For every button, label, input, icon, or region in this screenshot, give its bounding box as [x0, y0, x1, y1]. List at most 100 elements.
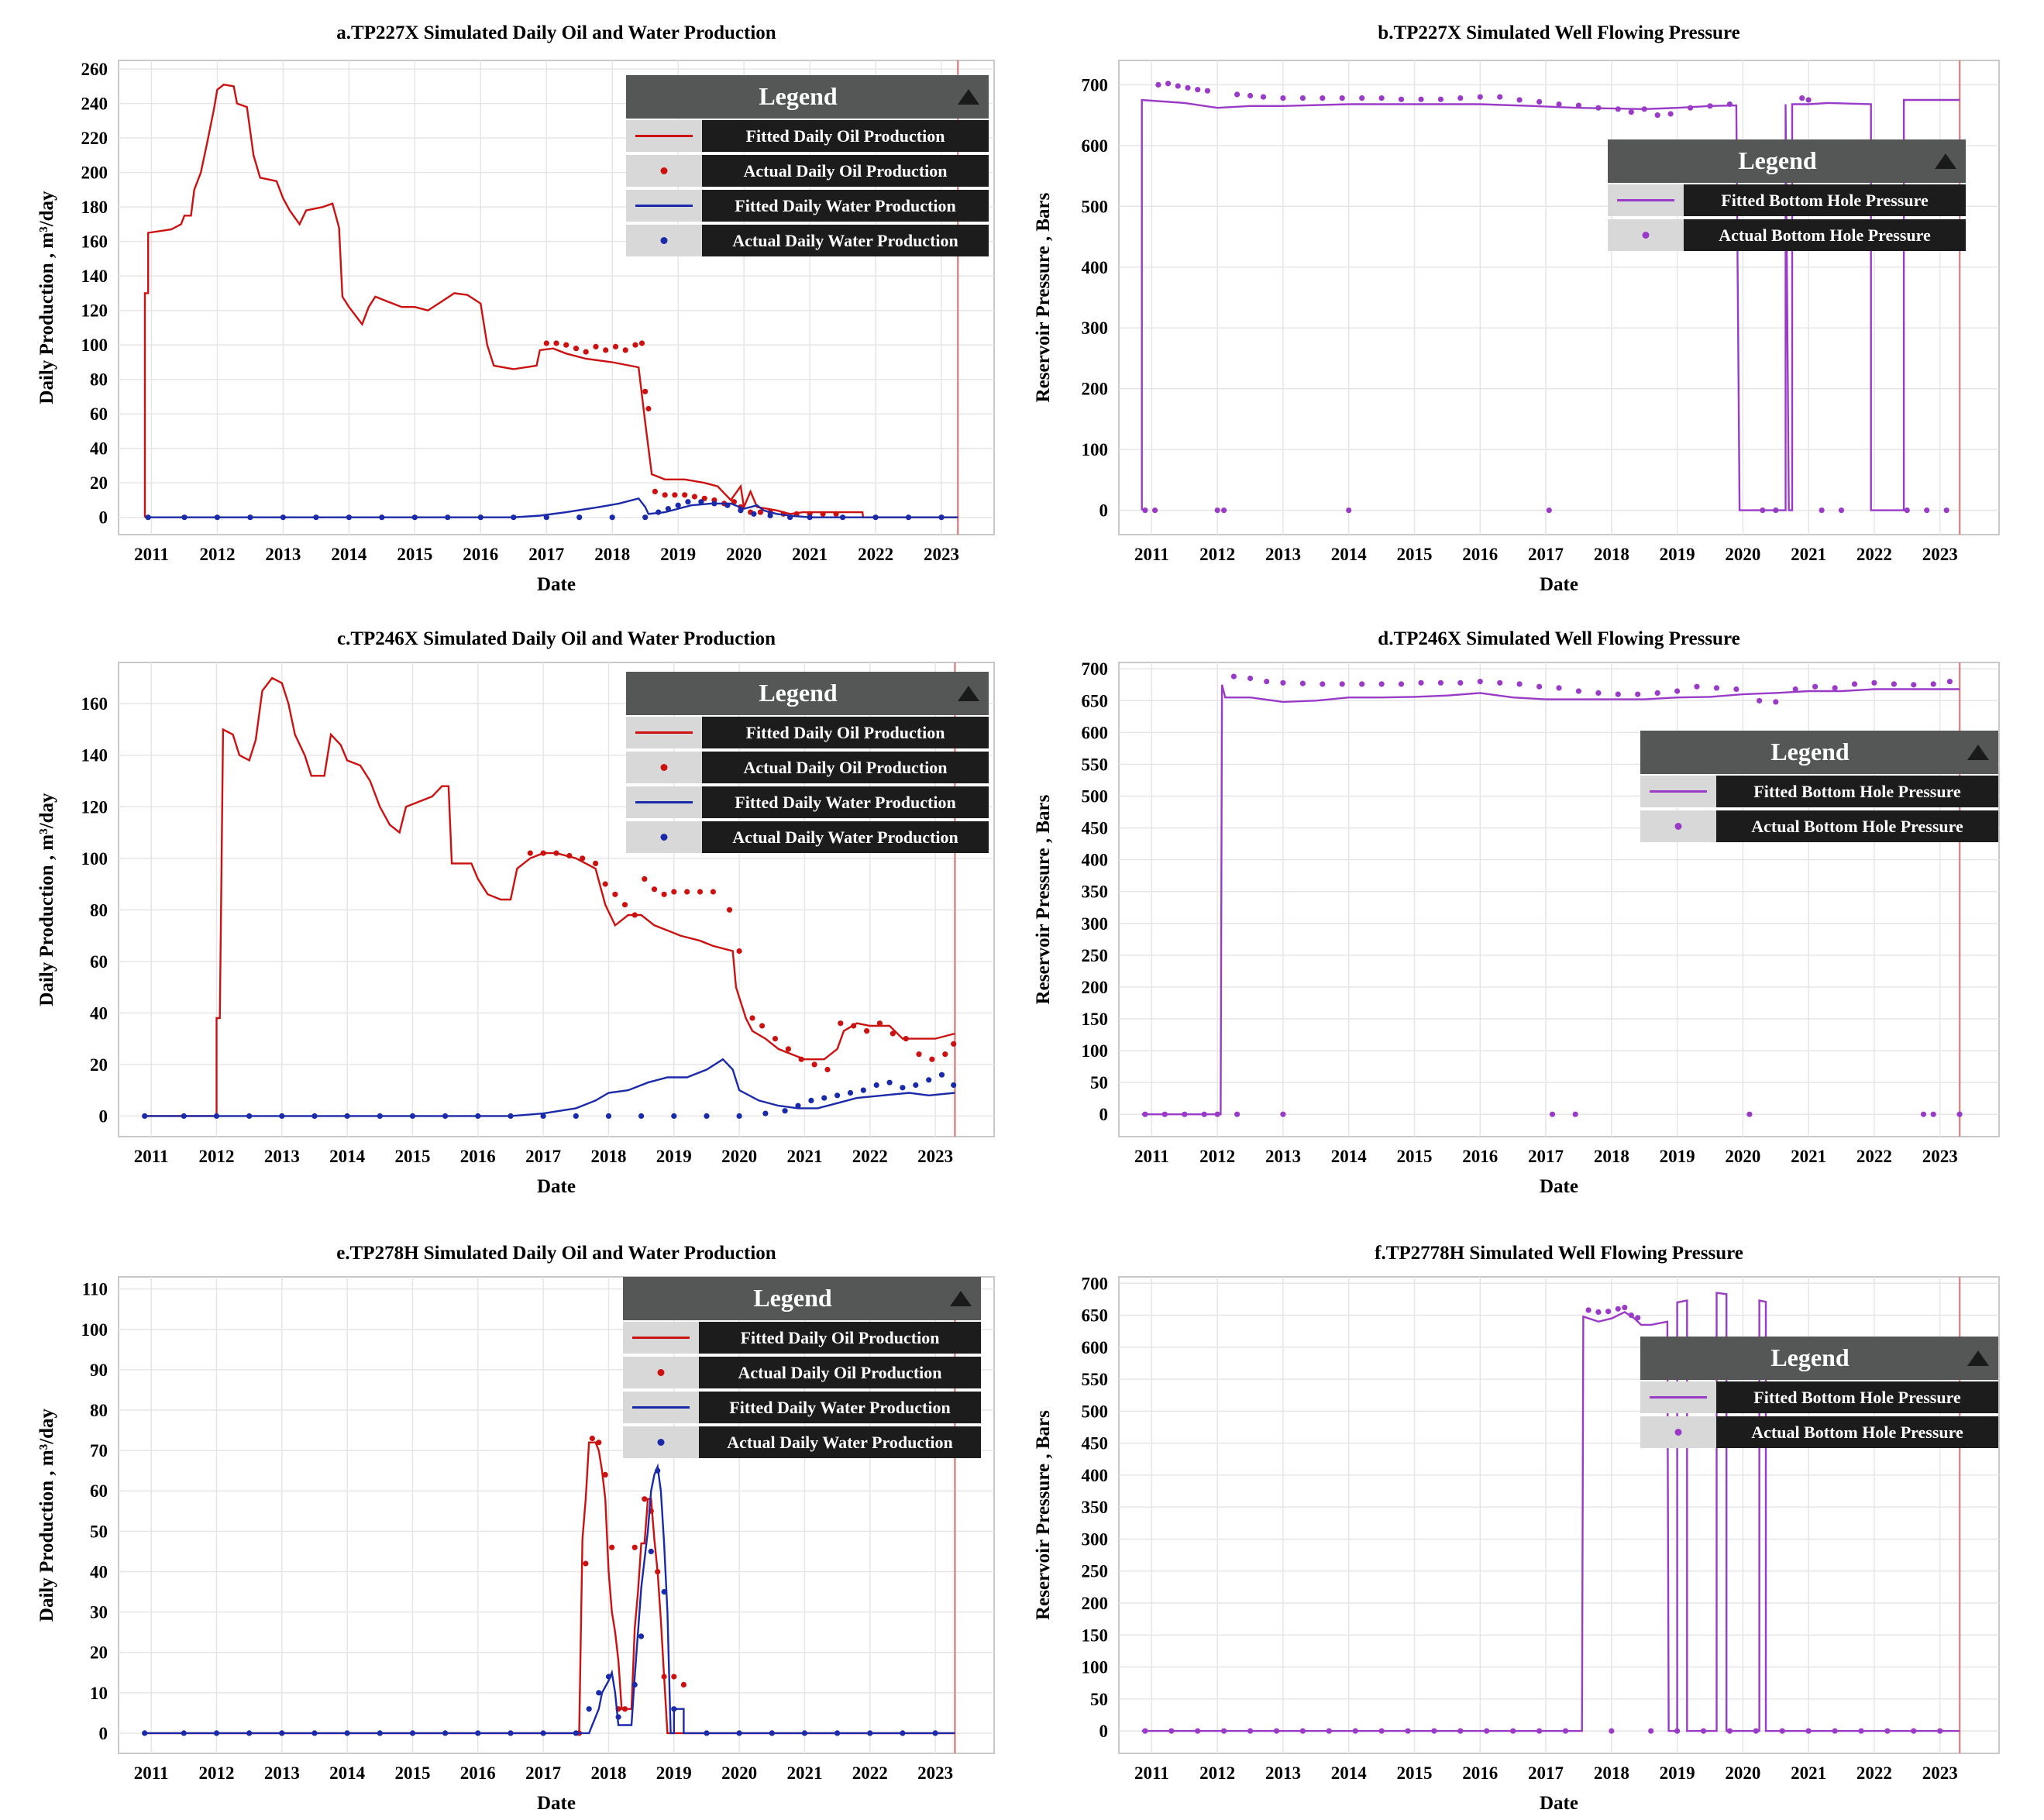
- data-point: [655, 1467, 661, 1474]
- y-tick-label: 50: [90, 1522, 108, 1541]
- x-tick-label: 2017: [528, 545, 564, 564]
- data-point: [621, 1706, 628, 1712]
- chart-c: c.TP246X Simulated Daily Oil and Water P…: [36, 628, 995, 1197]
- legend-label-cell: [1716, 1416, 1998, 1448]
- y-tick-label: 120: [81, 797, 108, 817]
- legend-item-label: Fitted Daily Water Production: [735, 793, 955, 812]
- y-tick-label: 150: [1082, 1010, 1109, 1029]
- legend-item-label: Actual Daily Water Production: [727, 1433, 953, 1452]
- x-tick-label: 2021: [1791, 545, 1826, 564]
- x-tick-label: 2022: [1856, 545, 1892, 564]
- data-point: [645, 405, 652, 412]
- x-tick-label: 2015: [394, 1147, 430, 1166]
- data-point: [1378, 681, 1385, 687]
- data-point: [1398, 96, 1405, 102]
- data-point: [1792, 686, 1798, 693]
- data-point: [1575, 688, 1581, 694]
- x-tick-label: 2021: [786, 1147, 822, 1166]
- data-point: [1605, 1309, 1612, 1315]
- data-point: [951, 1041, 957, 1047]
- x-tick-label: 2011: [134, 545, 169, 564]
- data-point: [682, 492, 688, 498]
- data-point: [785, 1046, 792, 1052]
- data-point: [833, 511, 839, 517]
- y-tick-label: 100: [81, 335, 108, 355]
- data-point: [938, 1072, 945, 1078]
- data-point: [527, 850, 533, 856]
- data-point: [1168, 1728, 1175, 1734]
- legend-label-cell: [699, 1426, 981, 1458]
- data-point: [1418, 96, 1424, 102]
- series-line: [1141, 1292, 1960, 1732]
- data-point: [632, 342, 638, 348]
- x-tick-label: 2019: [656, 1147, 692, 1166]
- y-tick-label: 500: [1082, 197, 1109, 216]
- data-point: [543, 514, 549, 521]
- data-point: [672, 492, 678, 498]
- y-tick-label: 80: [90, 1401, 108, 1420]
- legend-label-cell: [1716, 1381, 1998, 1413]
- data-point: [181, 1113, 187, 1119]
- data-point: [1757, 697, 1763, 704]
- data-point: [1221, 1728, 1227, 1734]
- legend-title: Legend: [1770, 738, 1850, 766]
- data-point: [1221, 507, 1227, 514]
- legend-label-cell: [1716, 776, 1998, 807]
- data-point: [675, 502, 681, 508]
- data-point: [795, 1103, 801, 1109]
- y-tick-label: 100: [1082, 440, 1109, 459]
- data-point: [671, 889, 677, 895]
- data-point: [511, 514, 517, 521]
- data-point: [1457, 95, 1464, 101]
- x-tick-label: 2019: [1660, 1763, 1695, 1783]
- y-tick-label: 60: [90, 952, 108, 972]
- data-point: [757, 509, 764, 515]
- data-point: [1339, 681, 1345, 687]
- data-point: [553, 340, 559, 346]
- x-tick-label: 2011: [1134, 545, 1169, 564]
- y-tick-label: 110: [82, 1280, 108, 1299]
- legend-item-label: Fitted Bottom Hole Pressure: [1753, 782, 1961, 801]
- data-point: [685, 499, 691, 505]
- data-point: [648, 1548, 654, 1554]
- data-point: [1477, 679, 1483, 685]
- legend: Legend Fitted Daily Oil Production Actual …: [626, 75, 989, 256]
- data-point: [1398, 681, 1405, 687]
- y-tick-label: 60: [90, 404, 108, 424]
- data-point: [867, 1730, 873, 1736]
- data-point: [377, 1730, 383, 1736]
- data-point: [622, 347, 628, 353]
- legend-header: [1640, 1337, 1998, 1380]
- x-tick-label: 2012: [199, 545, 235, 564]
- data-point: [576, 514, 583, 521]
- y-tick-label: 550: [1082, 1370, 1109, 1389]
- data-point: [1378, 95, 1385, 101]
- data-point: [655, 1568, 661, 1575]
- x-tick-label: 2017: [525, 1763, 561, 1783]
- data-point: [811, 1061, 817, 1068]
- y-tick-label: 40: [90, 1003, 108, 1023]
- y-tick-label: 0: [1099, 501, 1109, 521]
- y-tick-label: 500: [1082, 787, 1109, 807]
- data-point: [782, 1108, 788, 1114]
- legend-label-cell: [699, 1357, 981, 1388]
- data-point: [566, 852, 573, 859]
- data-point: [346, 514, 352, 521]
- x-tick-label: 2019: [660, 545, 696, 564]
- legend-header: [1608, 139, 1966, 183]
- y-tick-label: 40: [90, 439, 108, 459]
- data-point: [1726, 1728, 1733, 1734]
- data-point: [1359, 95, 1365, 101]
- y-tick-label: 40: [90, 1562, 108, 1581]
- data-point: [872, 514, 879, 521]
- data-point: [540, 1113, 546, 1119]
- data-point: [642, 876, 648, 882]
- data-point: [691, 494, 698, 500]
- y-tick-label: 300: [1082, 1529, 1109, 1549]
- plot-frame: [118, 1276, 995, 1754]
- data-point: [573, 1113, 579, 1119]
- data-point: [377, 1113, 383, 1119]
- data-point: [1234, 91, 1241, 98]
- data-point: [821, 1095, 828, 1101]
- data-point: [1359, 681, 1365, 687]
